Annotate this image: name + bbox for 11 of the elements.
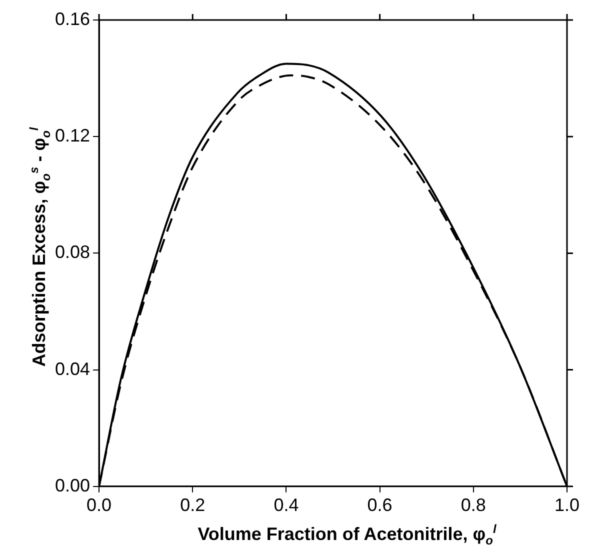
x-tick-label: 0.2 — [180, 495, 206, 516]
y-tick-label: 0.16 — [54, 8, 90, 29]
x-tick-label: 0.8 — [460, 495, 486, 516]
x-tick-label: 1.0 — [554, 495, 580, 516]
y-tick-label: 0.04 — [54, 358, 90, 379]
x-tick-label: 0.4 — [274, 495, 299, 516]
y-tick-label: 0.00 — [54, 475, 90, 496]
x-tick-label: 0.0 — [86, 495, 112, 516]
y-tick-label: 0.12 — [54, 126, 90, 146]
x-tick-label: 0.6 — [367, 495, 392, 516]
y-tick-label: 0.08 — [54, 242, 90, 262]
